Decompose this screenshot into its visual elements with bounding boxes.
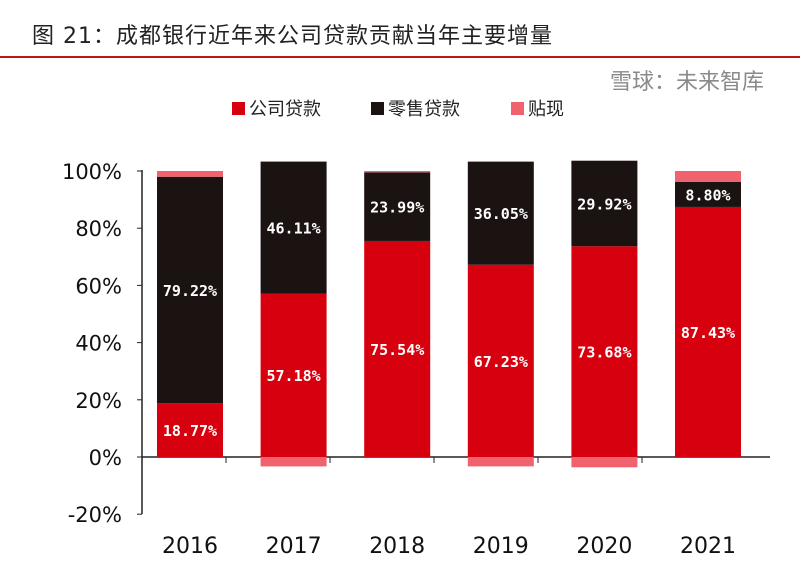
data-label: 87.43% — [681, 324, 735, 342]
bar-2-2017 — [260, 457, 327, 467]
y-tick-label: 0% — [89, 446, 122, 470]
chart-title: 图 21：成都银行近年来公司贷款贡献当年主要增量 — [32, 24, 553, 49]
data-label: 23.99% — [370, 199, 424, 217]
bar-1-2021 — [675, 181, 741, 207]
y-tick-label: 20% — [75, 389, 122, 413]
data-label: 8.80% — [685, 186, 730, 204]
y-tick-label: 40% — [75, 332, 122, 356]
data-label: 57.18% — [267, 367, 321, 385]
data-label: 79.22% — [163, 282, 217, 300]
y-tick-label: 80% — [75, 217, 122, 241]
bar-0-2019 — [467, 264, 534, 457]
data-label: 67.23% — [474, 353, 528, 371]
bar-0-2020 — [571, 246, 638, 457]
bar-0-2021 — [675, 206, 741, 457]
bar-0-2018 — [364, 240, 431, 457]
bar-2-2020 — [571, 457, 638, 468]
x-tick-label: 2021 — [680, 534, 736, 559]
legend-swatch-0 — [232, 102, 245, 115]
legend-label-2: 贴现 — [528, 99, 564, 120]
watermark: 雪球：未来智库 — [610, 70, 765, 95]
bar-1-2020 — [571, 160, 638, 247]
bar-1-2016 — [157, 176, 223, 404]
y-tick-label: 60% — [75, 274, 122, 298]
bar-0-2016 — [157, 403, 223, 457]
legend-swatch-2 — [511, 102, 524, 115]
legend-label-0: 公司贷款 — [249, 99, 321, 120]
x-tick-label: 2016 — [162, 534, 218, 559]
bar-2-2019 — [467, 457, 534, 467]
x-tick-label: 2018 — [369, 534, 425, 559]
data-label: 29.92% — [577, 195, 631, 213]
bar-2-2021 — [675, 171, 741, 182]
bar-1-2019 — [467, 161, 534, 265]
bar-1-2017 — [260, 161, 327, 294]
bar-2-2016 — [157, 171, 223, 177]
y-tick-label: -20% — [68, 503, 122, 527]
data-label: 75.54% — [370, 341, 424, 359]
data-label: 46.11% — [267, 220, 321, 238]
x-tick-label: 2020 — [576, 534, 632, 559]
bar-1-2018 — [364, 172, 431, 241]
data-label: 73.68% — [577, 344, 631, 362]
x-tick-label: 2017 — [266, 534, 322, 559]
legend-swatch-1 — [371, 102, 384, 115]
title-rule — [0, 56, 800, 58]
y-tick-label: 100% — [62, 160, 122, 184]
bar-2-2018 — [364, 171, 431, 173]
bar-0-2017 — [260, 293, 327, 457]
data-label: 36.05% — [474, 205, 528, 223]
data-label: 18.77% — [163, 422, 217, 440]
x-tick-label: 2019 — [473, 534, 529, 559]
legend-label-1: 零售贷款 — [388, 99, 460, 120]
